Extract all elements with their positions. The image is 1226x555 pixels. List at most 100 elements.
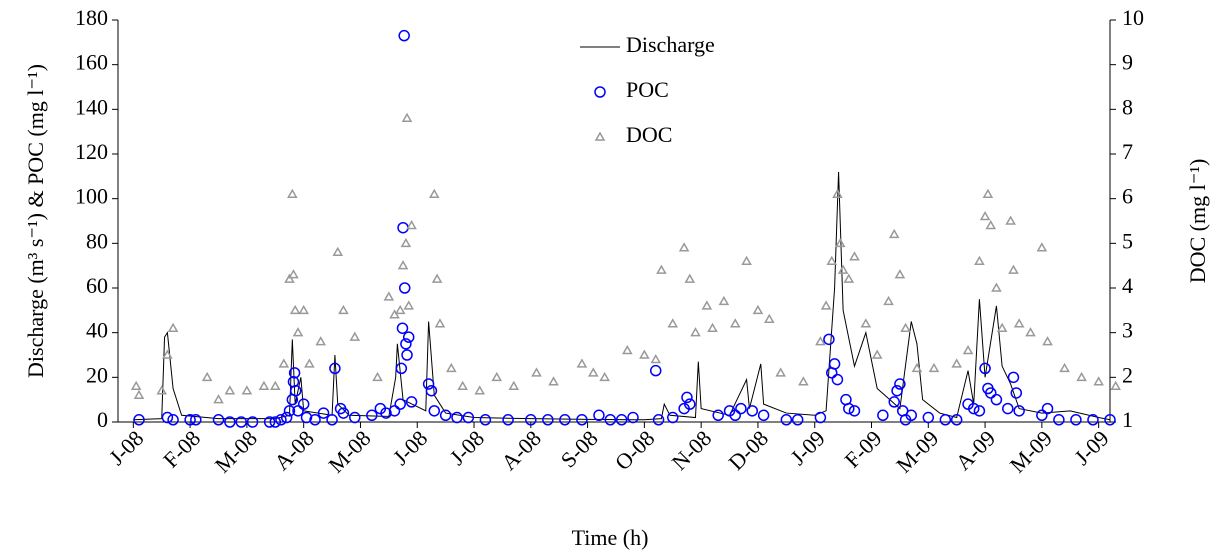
poc-point: [502, 414, 514, 426]
poc-point: [317, 407, 330, 419]
poc-point: [684, 398, 696, 410]
doc-point: [718, 295, 730, 306]
poc-point: [280, 411, 293, 424]
poc-point: [525, 414, 537, 426]
doc-point: [775, 367, 786, 377]
doc-point: [1059, 362, 1070, 373]
poc-point: [950, 414, 963, 426]
poc-point: [349, 411, 361, 424]
poc-point: [224, 416, 236, 428]
doc-point: [860, 318, 872, 328]
poc-point: [462, 411, 475, 424]
poc-point: [757, 409, 770, 422]
poc-point: [1007, 371, 1020, 384]
doc-point: [741, 255, 752, 265]
y2-tick-label: 2: [1122, 362, 1133, 387]
doc-point: [491, 371, 503, 382]
y-tick-label: 120: [75, 139, 108, 164]
x-tick-label: F-09: [840, 425, 887, 472]
poc-point: [593, 409, 605, 422]
doc-point: [650, 353, 662, 364]
poc-point: [292, 405, 304, 417]
y2-tick-label: 9: [1122, 50, 1133, 75]
y-tick-label: 160: [75, 50, 108, 75]
poc-point: [1087, 414, 1099, 426]
doc-point: [383, 291, 395, 301]
y2-tick-label: 10: [1122, 5, 1144, 30]
doc-point: [130, 380, 142, 391]
legend-marker: [594, 86, 606, 98]
doc-point: [349, 331, 361, 341]
doc-point: [576, 358, 588, 368]
x-tick-label: J-09: [1069, 425, 1113, 469]
poc-point: [905, 409, 918, 422]
discharge-line: [133, 171, 1111, 421]
doc-point: [599, 371, 610, 382]
poc-point: [939, 414, 952, 426]
poc-point: [428, 405, 441, 417]
doc-point: [292, 327, 304, 337]
doc-point: [1025, 327, 1036, 337]
poc-point: [604, 414, 617, 426]
doc-point: [1110, 380, 1121, 391]
y2-tick-label: 1: [1122, 407, 1133, 432]
x-tick-label: F-08: [158, 425, 205, 472]
doc-point: [288, 269, 299, 279]
poc-point: [559, 414, 571, 426]
poc-point: [649, 364, 662, 377]
poc-point: [891, 384, 903, 397]
y-tick-label: 0: [97, 407, 108, 432]
y-tick-label: 100: [75, 184, 108, 209]
poc-point: [263, 416, 276, 428]
poc-point: [735, 402, 747, 415]
doc-point: [406, 219, 417, 230]
poc-point: [337, 407, 350, 419]
x-tick-label: M-09: [891, 425, 943, 477]
y2-tick-label: 7: [1122, 139, 1133, 164]
poc-point: [405, 396, 418, 408]
poc-point: [843, 402, 855, 415]
poc-point: [615, 414, 628, 426]
poc-point: [190, 414, 202, 426]
doc-point: [269, 380, 281, 391]
x-axis-label: Time (h): [572, 525, 649, 550]
poc-point: [133, 414, 145, 426]
poc-point: [439, 409, 452, 422]
doc-point: [401, 112, 413, 123]
poc-point: [288, 367, 301, 379]
poc-point: [1041, 402, 1054, 415]
doc-point: [201, 371, 213, 382]
poc-point: [394, 398, 406, 410]
poc-point: [212, 414, 225, 426]
poc-point: [973, 405, 986, 417]
doc-point: [587, 367, 599, 377]
poc-point: [967, 402, 980, 415]
poc-point: [184, 414, 196, 426]
poc-point: [283, 405, 296, 417]
doc-point: [167, 322, 179, 332]
doc-point: [224, 385, 236, 395]
poc-point: [831, 373, 844, 386]
doc-point: [457, 380, 468, 391]
doc-point: [133, 389, 145, 399]
poc-point: [399, 282, 411, 294]
doc-point: [289, 304, 301, 315]
poc-point: [894, 378, 906, 390]
doc-point: [962, 345, 974, 355]
doc-point: [1093, 376, 1104, 386]
poc-point: [275, 414, 287, 426]
doc-point: [434, 318, 446, 328]
x-tick-label: J-08: [445, 425, 489, 469]
doc-point: [156, 385, 168, 395]
poc-point: [576, 414, 588, 426]
y-axis-label: Discharge (m³ s⁻¹) & POC (mg l⁻¹): [23, 64, 48, 378]
doc-point: [1036, 242, 1048, 252]
poc-point: [167, 414, 179, 426]
doc-point: [991, 282, 1002, 292]
poc-point: [366, 409, 378, 422]
doc-point: [979, 211, 991, 221]
y-tick-label: 60: [86, 273, 108, 298]
doc-point: [639, 349, 650, 359]
doc-point: [394, 304, 406, 315]
doc-point: [298, 304, 309, 315]
